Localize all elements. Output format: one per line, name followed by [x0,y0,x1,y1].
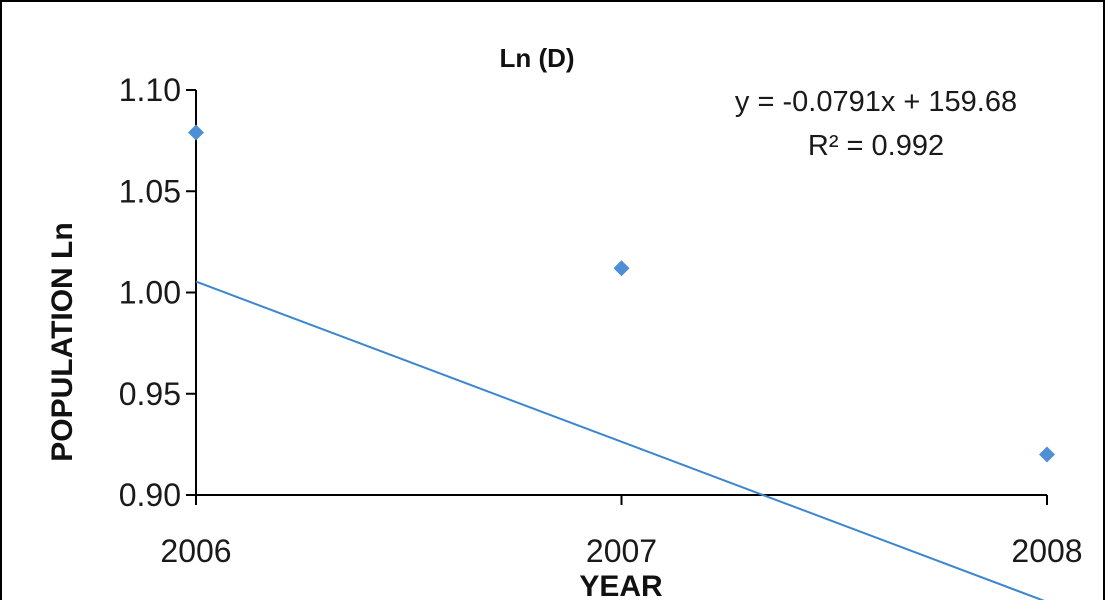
y-tick-label: 1.05 [119,173,181,209]
x-axis-title: YEAR [579,570,663,600]
trendline-equation: y = -0.0791x + 159.68 [735,86,1017,118]
x-tick-label: 2008 [1011,533,1082,569]
data-points [188,124,1055,463]
y-tick-label: 0.95 [119,376,181,412]
y-axis-title: POPULATION Ln [46,222,79,461]
x-ticks: 2006 2007 2008 [160,495,1083,569]
data-point [188,124,204,141]
trendline [195,280,1045,600]
chart-title: Ln (D) [499,43,574,73]
y-tick-label: 1.00 [119,275,181,311]
y-tick-label: 0.90 [119,477,181,513]
x-tick-label: 2006 [160,533,231,569]
data-point [613,260,630,277]
y-tick-label: 1.10 [119,72,181,108]
data-point [1039,446,1055,463]
y-ticks: 0.90 0.95 1.00 1.05 1.10 [119,72,196,513]
x-tick-label: 2007 [586,533,657,569]
r-squared-label: R² = 0.992 [808,130,944,162]
